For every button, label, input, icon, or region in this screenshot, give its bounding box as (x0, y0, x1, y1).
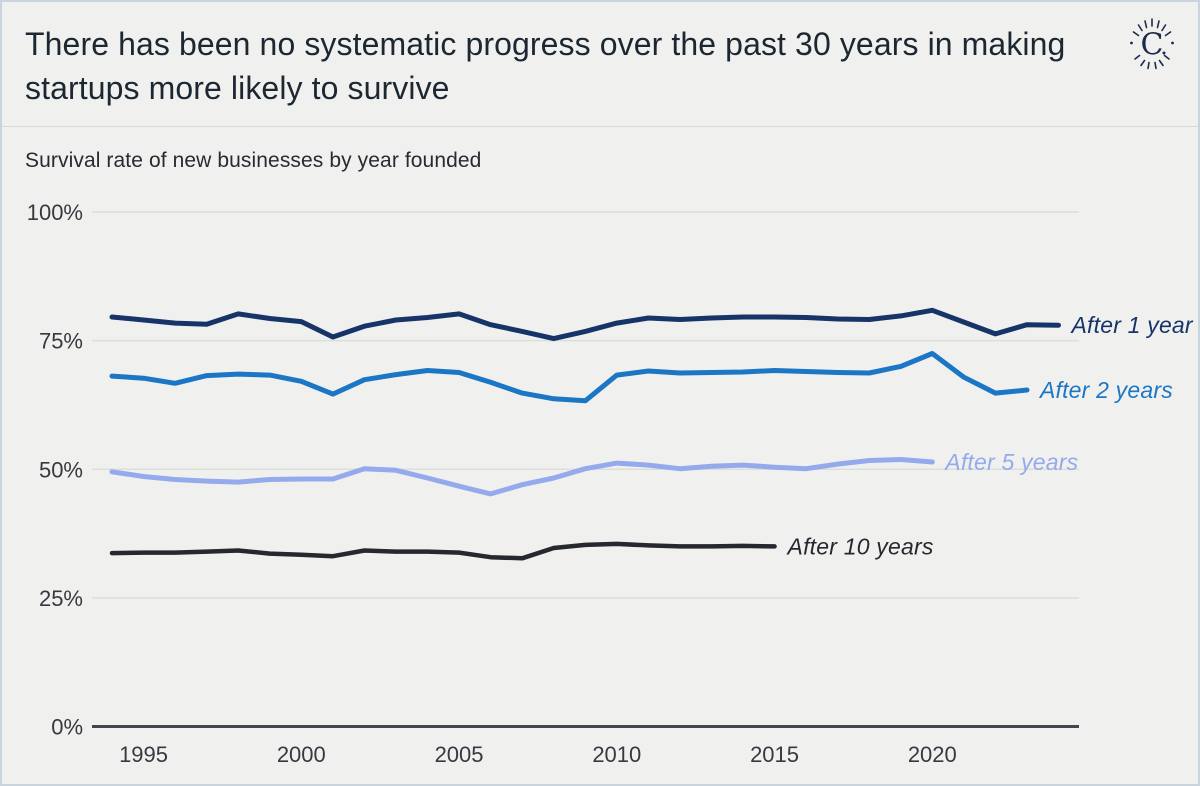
y-tick-label-50: 50% (39, 457, 83, 482)
logo-letter: C (1141, 28, 1164, 63)
series-label-after-2-years: After 2 years (1038, 377, 1173, 403)
series-line-after-5-years (109, 457, 935, 497)
y-tick-label-100: 100% (27, 200, 83, 225)
y-tick-label-25: 25% (39, 586, 83, 611)
series-lines (109, 307, 1061, 561)
x-tick-label-2015: 2015 (750, 742, 799, 767)
header: There has been no systematic progress ov… (2, 2, 1198, 127)
y-tick-label-0: 0% (51, 715, 83, 740)
x-tick-label-2010: 2010 (592, 742, 641, 767)
chart-title: There has been no systematic progress ov… (25, 26, 1066, 106)
x-tick-label-2000: 2000 (277, 742, 326, 767)
sunburst-c-icon: C (1130, 18, 1174, 70)
x-tick-label-2020: 2020 (908, 742, 957, 767)
series-label-after-10-years: After 10 years (786, 533, 934, 559)
series-label-after-1-year: After 1 year (1070, 312, 1194, 338)
series-line-after-1-year (109, 307, 1061, 342)
series-labels: After 1 year After 2 years After 5 years Af… (786, 312, 1194, 559)
series-line-after-2-years (109, 351, 1030, 404)
series-line-after-10-years (109, 541, 777, 561)
y-tick-label-75: 75% (39, 329, 83, 354)
chart-subtitle: Survival rate of new businesses by year … (25, 149, 482, 172)
x-axis-labels: 1995 2000 2005 2010 2015 2020 (119, 742, 957, 767)
x-tick-label-1995: 1995 (119, 742, 168, 767)
y-axis-labels: 100% 75% 50% 25% 0% (27, 200, 83, 740)
x-tick-label-2005: 2005 (435, 742, 484, 767)
publication-logo: C (1123, 15, 1181, 77)
series-label-after-5-years: After 5 years (943, 449, 1078, 475)
